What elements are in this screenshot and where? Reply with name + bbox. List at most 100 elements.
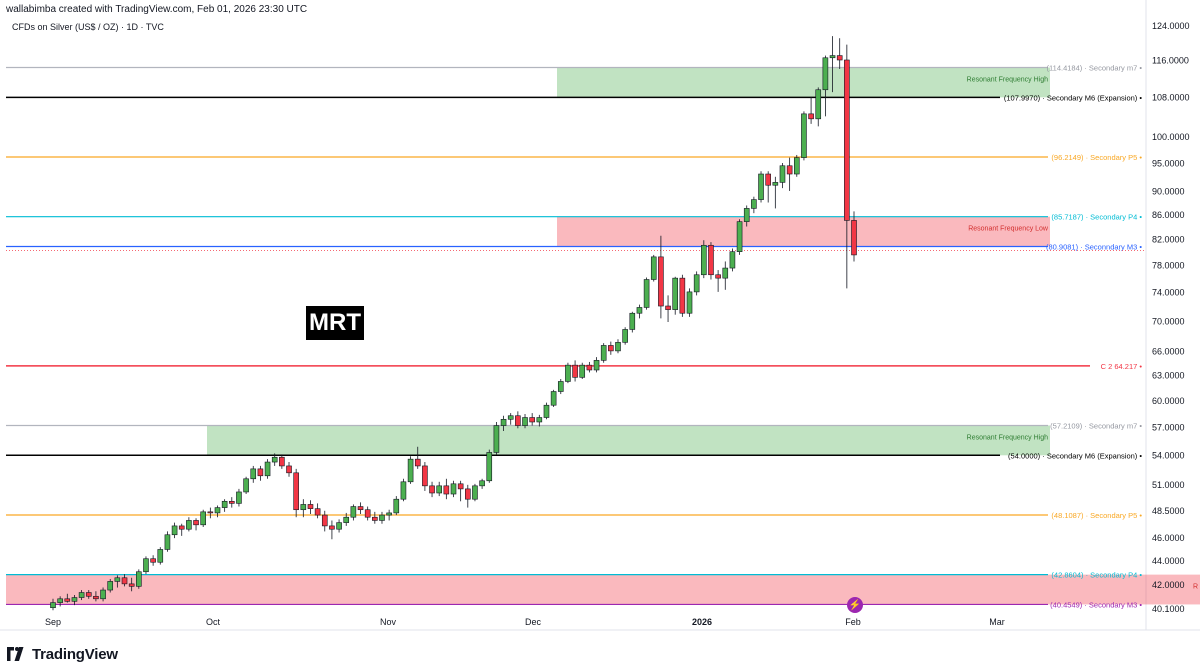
candle-body: [143, 558, 149, 573]
level-label: (80.9081) · Seconndary M3 •: [1046, 242, 1142, 251]
zone-label: Resonant Frequency High: [967, 77, 1048, 84]
candle-body: [765, 173, 771, 186]
zone-label: Resonant Frequency High: [967, 434, 1048, 441]
time-tick-label: Mar: [989, 617, 1005, 627]
candle-body: [150, 558, 156, 563]
candle-body: [808, 113, 814, 120]
candle-body: [565, 364, 571, 382]
candle-body: [479, 480, 485, 487]
candle-body: [729, 251, 736, 269]
candle-body: [200, 511, 206, 526]
candle-body: [121, 577, 128, 585]
candle-body: [686, 291, 693, 314]
resonant-zone: [557, 216, 1050, 247]
candle-body: [450, 483, 457, 495]
candle-body: [665, 305, 671, 310]
candle-body: [536, 417, 543, 423]
candle-body: [829, 55, 836, 59]
candle-body: [779, 165, 786, 183]
candle-body: [78, 592, 85, 598]
resonant-zone: [6, 574, 1200, 605]
candle-body: [500, 418, 507, 426]
zone-label: R: [1193, 584, 1198, 591]
price-tick-label: 124.0000: [1152, 21, 1190, 31]
candle-body: [801, 113, 807, 158]
time-tick-label: 2026: [692, 617, 712, 627]
candle-body: [586, 364, 593, 371]
mrt-badge: MRT: [306, 306, 364, 340]
price-tick-label: 78.0000: [1152, 260, 1185, 270]
price-tick-label: 57.0000: [1152, 422, 1185, 432]
candle-body: [221, 500, 228, 508]
candle-body: [672, 277, 679, 310]
level-label: (48.1087) · Secondary P5 •: [1051, 511, 1142, 520]
candle-body: [736, 221, 743, 252]
level-label: (85.7187) · Secondary P4 •: [1051, 213, 1142, 222]
candle-body: [507, 415, 514, 420]
candle-body: [307, 504, 314, 509]
candle-body: [386, 512, 392, 516]
zone-label: Resonant Frequency Low: [968, 226, 1049, 233]
level-label: (42.8604) · Secondary P4 •: [1051, 571, 1142, 580]
symbol-title[interactable]: CFDs on Silver (US$ / OZ) · 1D · TVC: [12, 22, 164, 32]
candle-body: [286, 465, 292, 474]
candle-body: [71, 597, 78, 602]
candle-body: [279, 456, 285, 467]
candle-body: [321, 514, 328, 527]
candle-body: [300, 504, 307, 511]
tradingview-logo-icon: [7, 647, 24, 661]
price-tick-label: 66.0000: [1152, 347, 1185, 357]
candle-body: [400, 481, 407, 500]
resonant-zone: [207, 425, 1050, 456]
candle-body: [207, 511, 214, 514]
candle-body: [658, 256, 664, 307]
candle-body: [343, 516, 350, 523]
candle-body: [693, 274, 700, 293]
price-tick-label: 90.0000: [1152, 187, 1185, 197]
price-tick-label: 51.0000: [1152, 480, 1185, 490]
candle-body: [643, 279, 650, 308]
candle-body: [214, 507, 221, 514]
candle-body: [844, 59, 850, 221]
candle-body: [264, 461, 271, 477]
resonant-zone: [557, 67, 1050, 98]
lightning-icon[interactable]: ⚡: [847, 597, 863, 613]
candle-body: [557, 381, 564, 392]
candle-body: [515, 415, 521, 426]
candle-body: [751, 199, 757, 209]
candle-body: [379, 514, 385, 521]
price-tick-label: 60.0000: [1152, 396, 1185, 406]
candle-body: [679, 277, 686, 314]
candle-body: [522, 417, 528, 426]
price-tick-label: 86.0000: [1152, 210, 1185, 220]
price-tick-label: 100.0000: [1152, 132, 1190, 142]
price-tick-label: 116.0000: [1152, 55, 1189, 65]
candle-body: [579, 364, 586, 378]
candle-body: [329, 525, 335, 530]
time-tick-label: Dec: [525, 617, 542, 627]
candle-body: [815, 89, 822, 120]
price-chart[interactable]: Resonant Frequency High Resonant Frequenc…: [0, 0, 1200, 640]
candle-body: [443, 485, 450, 495]
price-tick-label: 82.0000: [1152, 235, 1185, 245]
candle-body: [622, 329, 628, 343]
candle-body: [758, 173, 764, 200]
candle-body: [314, 508, 321, 516]
candle-body: [701, 244, 707, 276]
candle-body: [836, 55, 843, 61]
candle-body: [429, 485, 435, 494]
candle-body: [350, 506, 357, 518]
price-tick-label: 44.0000: [1152, 556, 1185, 566]
candle-body: [271, 456, 278, 463]
price-tick-label: 95.0000: [1152, 159, 1185, 169]
candle-body: [128, 583, 135, 587]
candle-body: [629, 312, 636, 330]
candle-body: [572, 364, 578, 378]
level-label: (54.0000) · Secondary M6 (Expansion) •: [1008, 451, 1142, 460]
candle-body: [529, 417, 535, 423]
price-tick-label: 40.1000: [1152, 604, 1185, 614]
price-tick-label: 70.0000: [1152, 316, 1185, 326]
price-tick-label: 42.0000: [1152, 580, 1185, 590]
candle-body: [793, 157, 800, 175]
candle-body: [543, 404, 550, 418]
